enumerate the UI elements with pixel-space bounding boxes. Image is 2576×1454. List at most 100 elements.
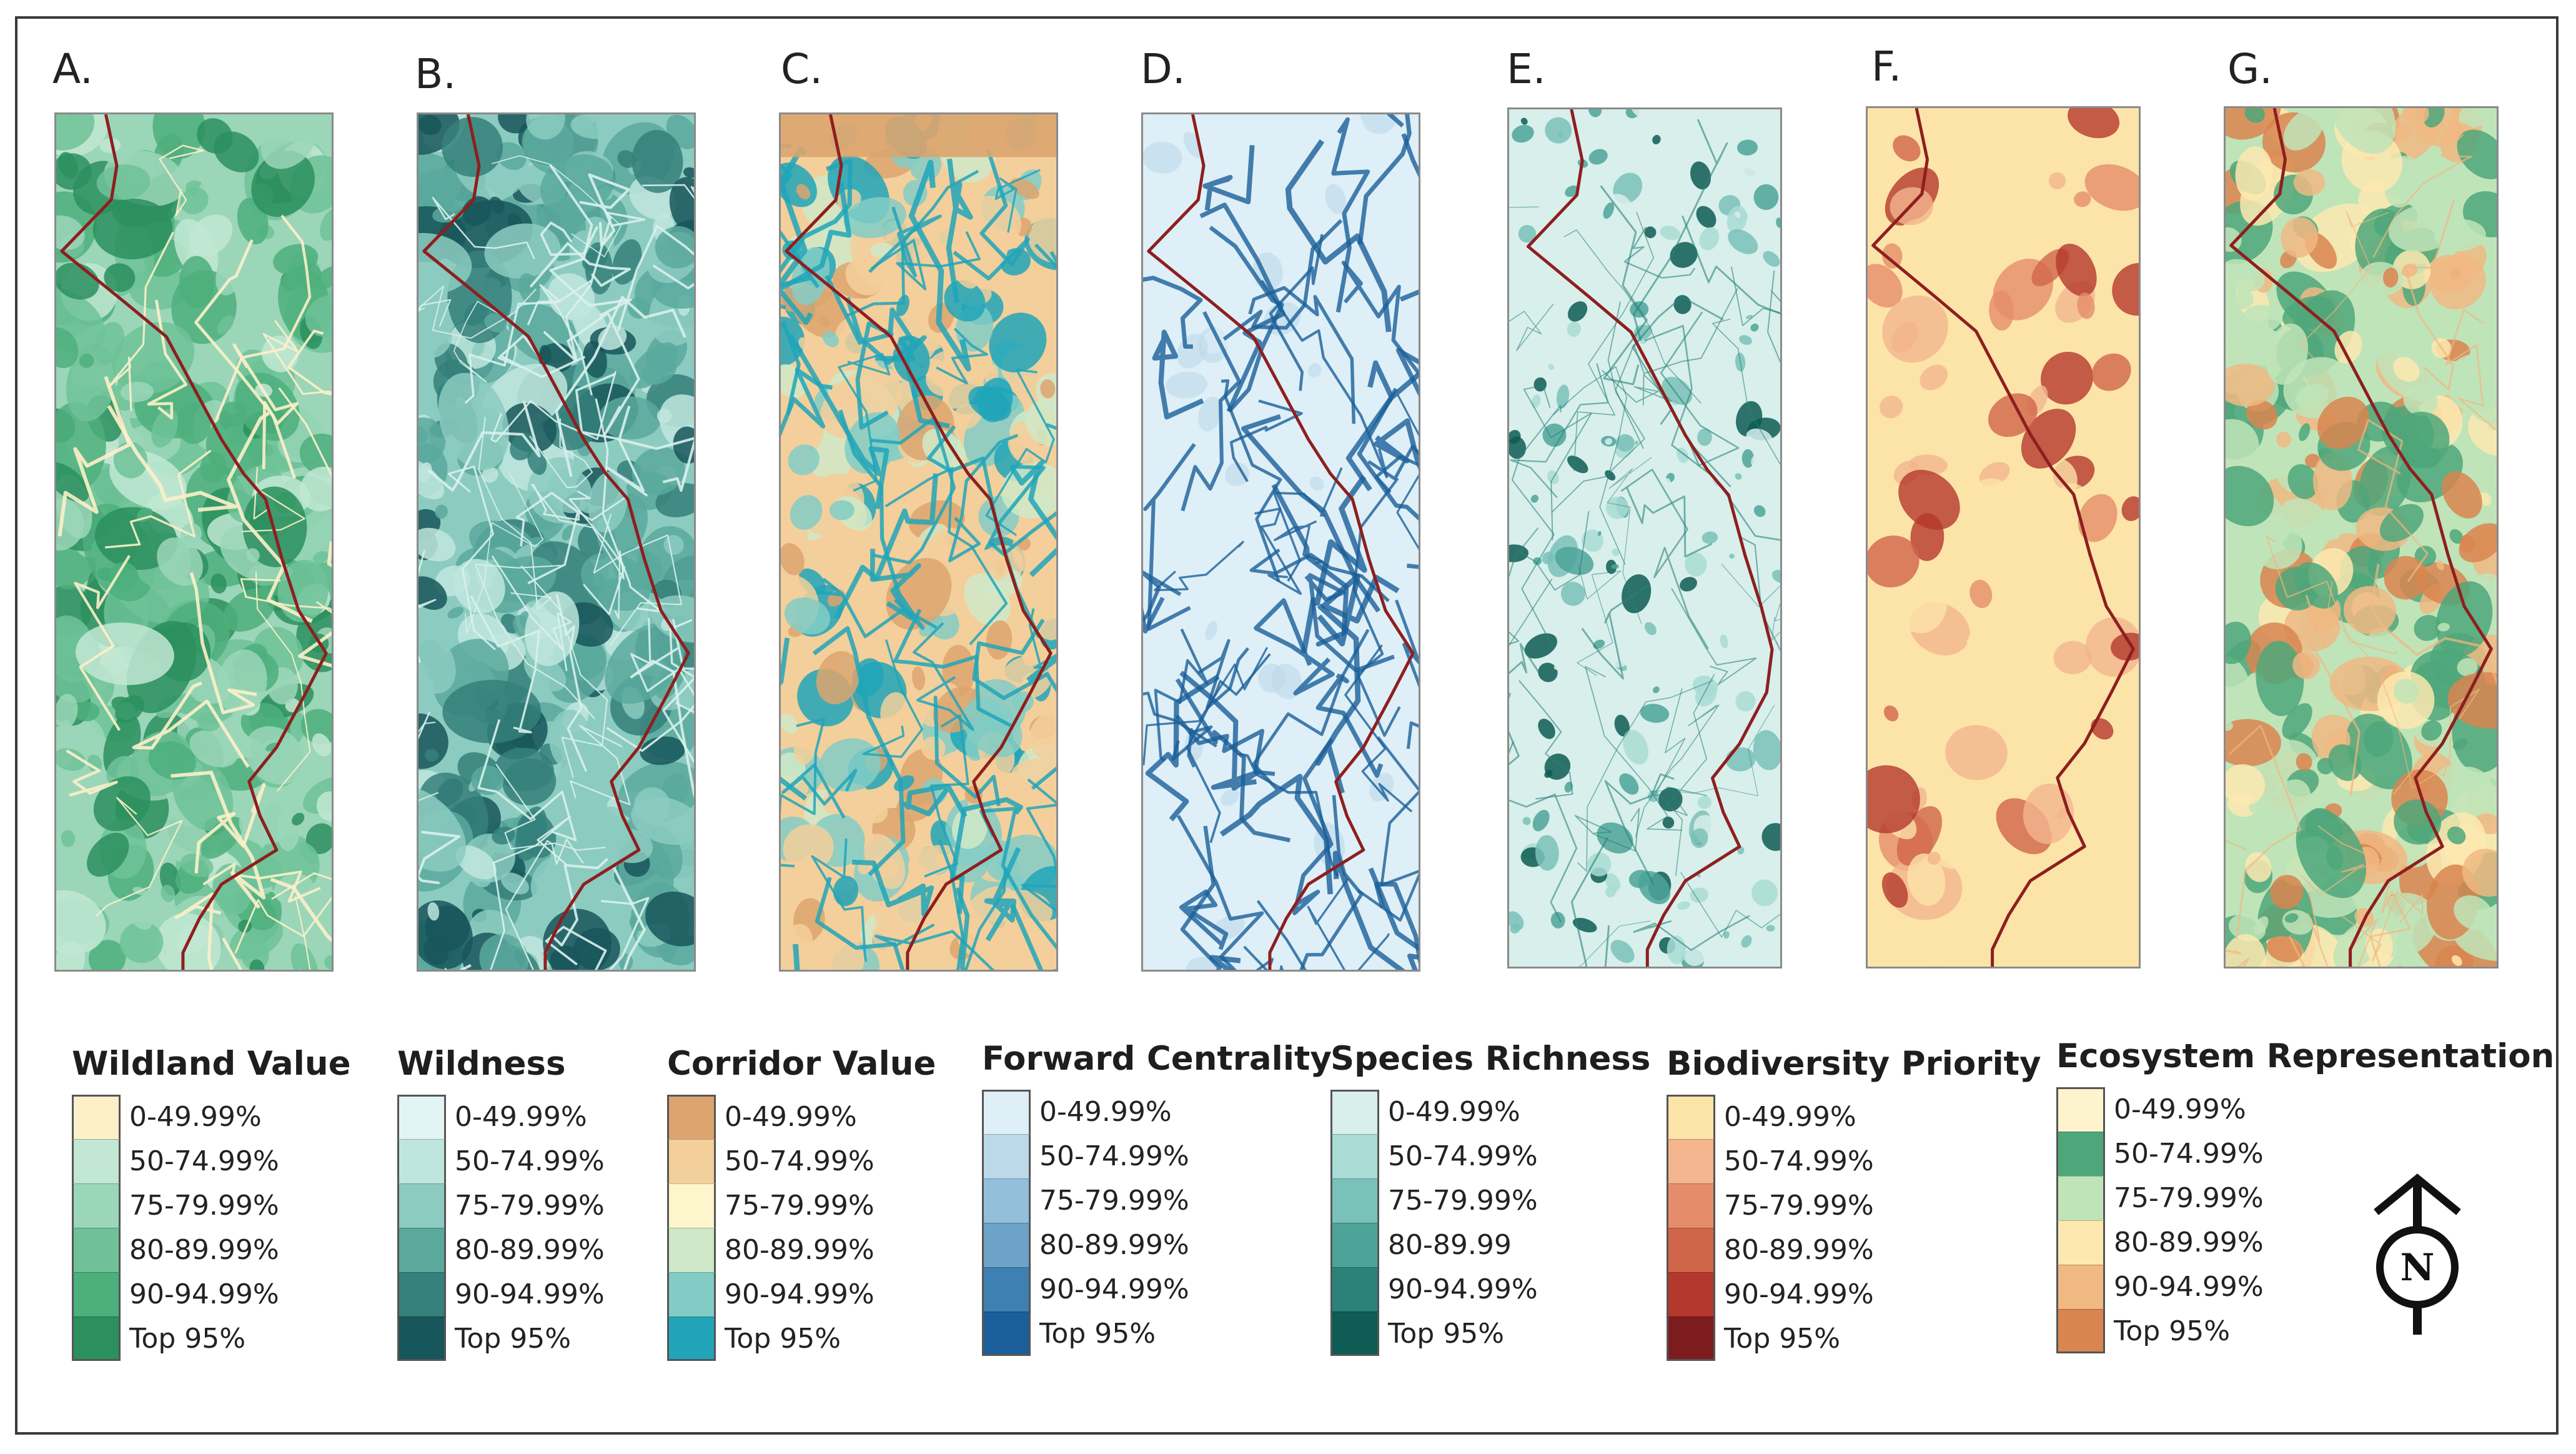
map-biodiversity-priority xyxy=(1866,106,2141,969)
map-texture xyxy=(419,114,694,970)
legend-label: 0-49.99% xyxy=(1039,1096,1172,1128)
legend-swatch xyxy=(667,1095,716,1139)
legend-title: Wildness xyxy=(397,1045,566,1083)
panel-letter-e: E. xyxy=(1507,45,1546,93)
legend-swatch xyxy=(72,1317,121,1361)
legend-label: 0-49.99% xyxy=(1388,1096,1520,1128)
legend-label: 0-49.99% xyxy=(725,1101,857,1133)
legend-label: 75-79.99% xyxy=(1039,1185,1189,1217)
legend-title: Forward Centrality xyxy=(982,1040,1332,1078)
legend-swatch xyxy=(397,1183,446,1228)
legend-label: 75-79.99% xyxy=(1388,1185,1538,1217)
legend-label: 75-79.99% xyxy=(129,1190,279,1222)
legend-label: Top 95% xyxy=(725,1323,841,1355)
legend-label: 90-94.99% xyxy=(725,1278,874,1310)
legend-swatch xyxy=(982,1178,1031,1223)
legend-swatch xyxy=(667,1272,716,1317)
legend-label: 0-49.99% xyxy=(455,1101,587,1133)
map-texture xyxy=(1143,114,1419,970)
legend-title: Species Richness xyxy=(1330,1040,1651,1078)
panel-letter-a: A. xyxy=(52,45,93,93)
legend-label: 75-79.99% xyxy=(1724,1190,1874,1222)
legend-label: 75-79.99% xyxy=(2114,1182,2264,1214)
legend-label: 90-94.99% xyxy=(2114,1271,2264,1303)
legend-swatch xyxy=(72,1272,121,1317)
legend-swatch xyxy=(1667,1317,1715,1361)
legend-swatch xyxy=(2056,1176,2105,1220)
legend-swatch xyxy=(2056,1309,2105,1353)
legend-swatch xyxy=(397,1317,446,1361)
legend-swatch xyxy=(72,1095,121,1139)
legend-swatch xyxy=(397,1095,446,1139)
map-texture xyxy=(56,114,332,970)
north-arrow-icon: N xyxy=(2374,1173,2461,1335)
legend-label: 80-89.99% xyxy=(1724,1234,1874,1266)
legend-label: 0-49.99% xyxy=(129,1101,262,1133)
legend-swatch xyxy=(1330,1267,1379,1312)
legend-swatch xyxy=(2056,1265,2105,1309)
legend-label: 0-49.99% xyxy=(1724,1101,1856,1133)
legend-swatch xyxy=(72,1139,121,1183)
legend-swatch xyxy=(1667,1139,1715,1183)
legend-swatch xyxy=(982,1223,1031,1267)
map-species-richness xyxy=(1507,107,1782,969)
legend-label: Top 95% xyxy=(1388,1318,1505,1350)
legend-label: 50-74.99% xyxy=(1724,1145,1874,1177)
legend-label: Top 95% xyxy=(1724,1323,1841,1355)
legend-label: 80-89.99% xyxy=(2114,1227,2264,1258)
legend-label: 90-94.99% xyxy=(1724,1278,1874,1310)
legend-swatch xyxy=(1330,1312,1379,1356)
legend-swatch xyxy=(72,1228,121,1272)
legend-swatch xyxy=(397,1139,446,1183)
legend-label: 80-89.99% xyxy=(455,1234,605,1266)
legend-swatch xyxy=(982,1267,1031,1312)
legend-label: 80-89.99% xyxy=(1039,1229,1189,1261)
legend-label: 90-94.99% xyxy=(1039,1273,1189,1305)
legend-swatch xyxy=(667,1139,716,1183)
map-forward-centrality xyxy=(1141,112,1420,972)
legend-swatch xyxy=(2056,1220,2105,1265)
map-wildland-value xyxy=(54,112,334,972)
map-ecosystem-representation xyxy=(2224,106,2499,969)
legend-swatch xyxy=(667,1317,716,1361)
panel-letter-f: F. xyxy=(1871,42,1902,91)
legend-swatch xyxy=(667,1183,716,1228)
legend-title: Wildland Value xyxy=(72,1045,351,1083)
map-wildness xyxy=(417,112,696,972)
legend-swatch xyxy=(982,1134,1031,1178)
legend-swatch xyxy=(1667,1228,1715,1272)
map-texture xyxy=(2226,108,2497,967)
legend-label: 50-74.99% xyxy=(2114,1138,2264,1170)
panel-letter-g: G. xyxy=(2227,45,2273,93)
legend-label: 50-74.99% xyxy=(129,1145,279,1177)
legend-swatch xyxy=(667,1228,716,1272)
legend-label: 50-74.99% xyxy=(1388,1140,1538,1172)
panel-letter-c: C. xyxy=(781,45,823,93)
legend-label: Top 95% xyxy=(455,1323,572,1355)
panel-letter-b: B. xyxy=(415,50,457,98)
legend-label: Top 95% xyxy=(129,1323,246,1355)
legend-swatch xyxy=(982,1090,1031,1134)
legend-swatch xyxy=(1330,1178,1379,1223)
legend-label: Top 95% xyxy=(1039,1318,1156,1350)
legend-label: 50-74.99% xyxy=(1039,1140,1189,1172)
map-texture xyxy=(1868,108,2139,967)
legend-swatch xyxy=(1667,1095,1715,1139)
legend-swatch xyxy=(1667,1183,1715,1228)
legend-label: 80-89.99% xyxy=(129,1234,279,1266)
map-texture xyxy=(1509,109,1780,967)
legend-label: 50-74.99% xyxy=(455,1145,605,1177)
legend-label: Top 95% xyxy=(2114,1315,2231,1347)
legend-swatch xyxy=(2056,1132,2105,1176)
legend-label: 0-49.99% xyxy=(2114,1093,2246,1125)
legend-swatch xyxy=(397,1272,446,1317)
legend-swatch xyxy=(1330,1223,1379,1267)
legend-label: 90-94.99% xyxy=(455,1278,605,1310)
north-arrow-label: N xyxy=(2400,1246,2435,1290)
panel-letter-d: D. xyxy=(1141,45,1186,93)
legend-title: Biodiversity Priority xyxy=(1667,1045,2041,1083)
legend-swatch xyxy=(2056,1087,2105,1132)
legend-swatch xyxy=(1330,1134,1379,1178)
legend-title: Corridor Value xyxy=(667,1045,936,1083)
legend-label: 75-79.99% xyxy=(455,1190,605,1222)
